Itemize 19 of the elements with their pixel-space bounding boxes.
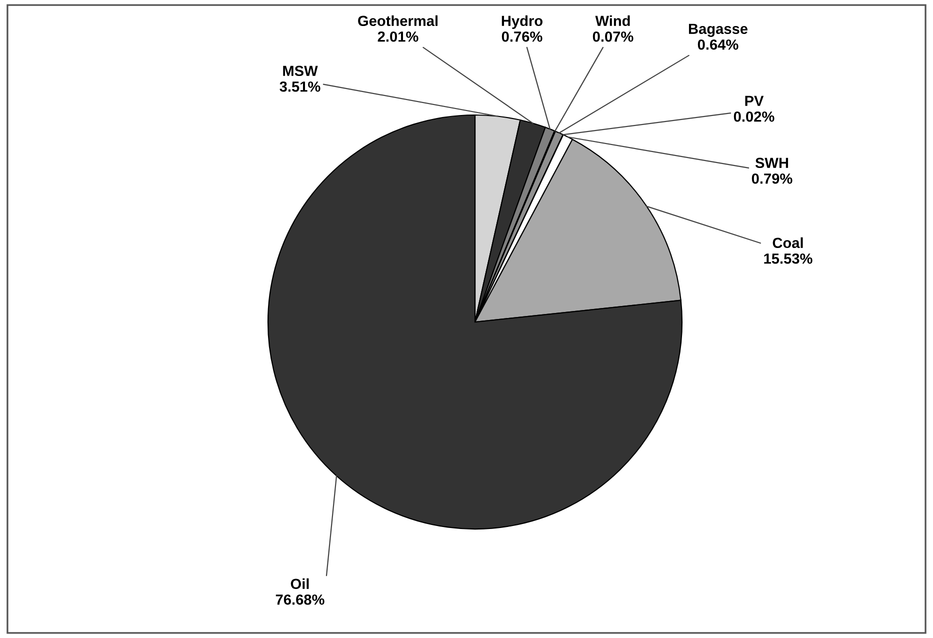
pie-slice <box>267 114 683 530</box>
slice-label: Coal <box>772 237 803 248</box>
data-label: 0.64% <box>698 39 738 50</box>
slice-label: Hydro <box>502 15 542 29</box>
data-label: 0.79% <box>752 173 792 184</box>
slice-label: MSW <box>283 66 318 76</box>
slice-label: Oil <box>290 578 309 590</box>
slice-label: PV <box>745 96 764 106</box>
data-label: 76.68% <box>276 594 324 605</box>
data-label: 0.76% <box>502 31 542 42</box>
slice-label: Geothermal <box>358 15 438 26</box>
data-label: 2.01% <box>378 31 418 42</box>
slice-label: SWH <box>755 158 788 168</box>
slice-label: Wind <box>595 15 630 26</box>
data-label: 3.51% <box>280 81 320 92</box>
data-label: 0.02% <box>734 111 774 122</box>
slice-label: Bagasse <box>688 24 748 37</box>
data-label: 0.07% <box>592 31 634 42</box>
data-label: 15.53% <box>764 253 812 264</box>
